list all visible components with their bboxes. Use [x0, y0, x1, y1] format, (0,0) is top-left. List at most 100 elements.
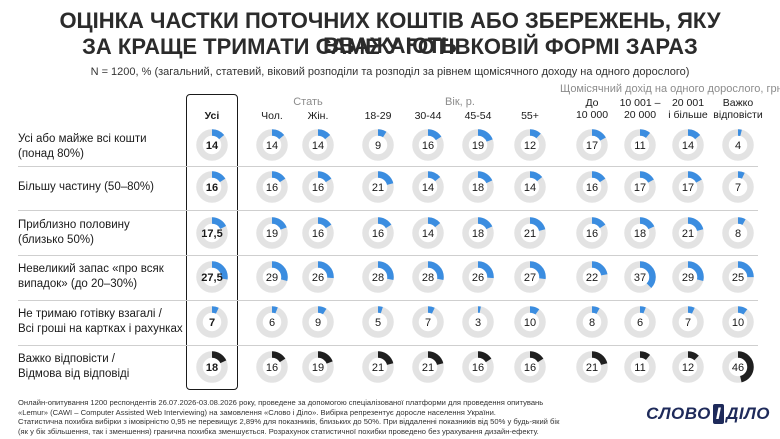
donut-r0-c8: 11 [624, 129, 656, 161]
donut-value: 14 [422, 228, 434, 240]
donut-r2-c2: 16 [302, 217, 334, 249]
donut-r0-c4: 16 [412, 129, 444, 161]
donut-arc [514, 261, 546, 293]
donut-value: 16 [472, 362, 484, 374]
donut-value: 19 [312, 362, 324, 374]
donut-value: 25 [732, 272, 744, 284]
donut-arc [462, 129, 494, 161]
column-header-3: 18-29 [364, 110, 392, 122]
donut-value: 5 [375, 317, 381, 329]
donut-value: 7 [425, 317, 431, 329]
donut-arc [672, 261, 704, 293]
donut-arc [672, 171, 704, 203]
donut-arc [302, 306, 334, 338]
donut-value: 9 [315, 317, 321, 329]
donut-value: 28 [372, 272, 384, 284]
donut-r1-c8: 17 [624, 171, 656, 203]
donut-arc [514, 306, 546, 338]
donut-value: 16 [266, 182, 278, 194]
donut-r3-c9: 29 [672, 261, 704, 293]
donut-arc [412, 306, 444, 338]
donut-arc [362, 217, 394, 249]
donut-r0-c3: 9 [362, 129, 394, 161]
column-header-8: 10 001 – 20 000 [619, 97, 661, 121]
donut-value: 21 [586, 362, 598, 374]
group-income: Щомісячний дохід на одного дорослого, гр… [560, 83, 780, 95]
row-separator-1 [18, 210, 758, 211]
donut-value: 17 [682, 182, 694, 194]
donut-r2-c9: 21 [672, 217, 704, 249]
donut-value: 12 [682, 362, 694, 374]
logo-word1: СЛОВО [646, 404, 711, 423]
donut-value: 7 [735, 182, 741, 194]
donut-r2-c6: 21 [514, 217, 546, 249]
donut-r1-c3: 21 [362, 171, 394, 203]
donut-value: 18 [472, 182, 484, 194]
donut-value: 16 [422, 140, 434, 152]
donut-value: 21 [524, 228, 536, 240]
footnote-line4: (як у бік збільшення, так і зменшення) г… [18, 426, 539, 436]
donut-r2-c0: 17,5 [196, 217, 228, 249]
row-label-2: Приблизно половину (близько 50%) [18, 219, 130, 246]
donut-arc [256, 171, 288, 203]
donut-arc [256, 306, 288, 338]
donut-arc [196, 261, 228, 293]
subtitle: N = 1200, % (загальний, статевий, вікови… [90, 66, 690, 78]
donut-arc [624, 171, 656, 203]
donut-arc [672, 306, 704, 338]
donut-r3-c0: 27,5 [196, 261, 228, 293]
footnote-line1: Онлайн-опитування 1200 респондентів 26.0… [18, 398, 544, 407]
donut-arc [624, 351, 656, 383]
donut-arc [302, 351, 334, 383]
donut-arc [302, 129, 334, 161]
donut-r1-c5: 18 [462, 171, 494, 203]
donut-r4-c3: 5 [362, 306, 394, 338]
donut-r3-c3: 28 [362, 261, 394, 293]
donut-r5-c10: 46 [722, 351, 754, 383]
donut-r3-c4: 28 [412, 261, 444, 293]
donut-value: 18 [472, 228, 484, 240]
donut-arc [196, 171, 228, 203]
donut-r5-c2: 19 [302, 351, 334, 383]
donut-r5-c7: 21 [576, 351, 608, 383]
column-header-6: 55+ [521, 110, 539, 122]
donut-value: 10 [524, 317, 536, 329]
donut-r2-c4: 14 [412, 217, 444, 249]
donut-arc [196, 351, 228, 383]
donut-arc [722, 351, 754, 383]
group-gender: Стать [293, 96, 323, 108]
donut-arc [514, 171, 546, 203]
row-separator-0 [18, 166, 758, 167]
donut-arc [514, 129, 546, 161]
donut-arc [362, 261, 394, 293]
group-age: Вік, р. [445, 96, 475, 108]
donut-value: 16 [312, 182, 324, 194]
donut-arc [576, 306, 608, 338]
donut-r3-c1: 29 [256, 261, 288, 293]
donut-value: 14 [206, 140, 219, 152]
donut-arc [302, 171, 334, 203]
row-label-0: Усі або майже всі кошти (понад 80%) [18, 133, 147, 160]
column-header-0: Усі [204, 110, 220, 122]
donut-r3-c6: 27 [514, 261, 546, 293]
donut-arc [412, 171, 444, 203]
donut-arc [462, 217, 494, 249]
donut-arc [362, 129, 394, 161]
logo-box: І [712, 404, 725, 424]
donut-value: 21 [422, 362, 434, 374]
donut-r3-c5: 26 [462, 261, 494, 293]
column-header-2: Жін. [307, 110, 329, 122]
donut-arc [722, 171, 754, 203]
donut-r5-c8: 11 [624, 351, 656, 383]
donut-arc [576, 217, 608, 249]
donut-r2-c5: 18 [462, 217, 494, 249]
donut-r4-c9: 7 [672, 306, 704, 338]
donut-r3-c8: 37 [624, 261, 656, 293]
donut-arc [196, 306, 228, 338]
donut-r4-c7: 8 [576, 306, 608, 338]
donut-r4-c2: 9 [302, 306, 334, 338]
donut-r5-c4: 21 [412, 351, 444, 383]
donut-value: 16 [266, 362, 278, 374]
row-label-3: Невеликий запас «про всяк випадок» (до 2… [18, 263, 164, 290]
